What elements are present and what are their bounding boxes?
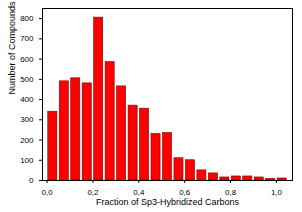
- svg-text:0,0: 0,0: [42, 188, 54, 197]
- svg-text:0,6: 0,6: [179, 188, 191, 198]
- svg-text:400: 400: [20, 95, 34, 104]
- svg-text:100: 100: [20, 156, 34, 165]
- svg-text:0: 0: [29, 176, 34, 185]
- svg-text:300: 300: [20, 115, 34, 124]
- svg-text:600: 600: [20, 55, 34, 64]
- svg-text:0,2: 0,2: [87, 188, 99, 198]
- svg-text:0,8: 0,8: [225, 188, 237, 198]
- svg-text:700: 700: [20, 34, 34, 43]
- svg-text:0,4: 0,4: [133, 188, 145, 198]
- svg-text:Fraction of Sp3-Hybridized Car: Fraction of Sp3-Hybridized Carbons: [96, 197, 240, 207]
- svg-text:1,0: 1,0: [271, 188, 283, 197]
- svg-text:200: 200: [20, 136, 34, 145]
- svg-text:Number of Compounds: Number of Compounds: [7, 1, 17, 95]
- svg-text:500: 500: [20, 75, 34, 84]
- svg-text:800: 800: [20, 14, 34, 23]
